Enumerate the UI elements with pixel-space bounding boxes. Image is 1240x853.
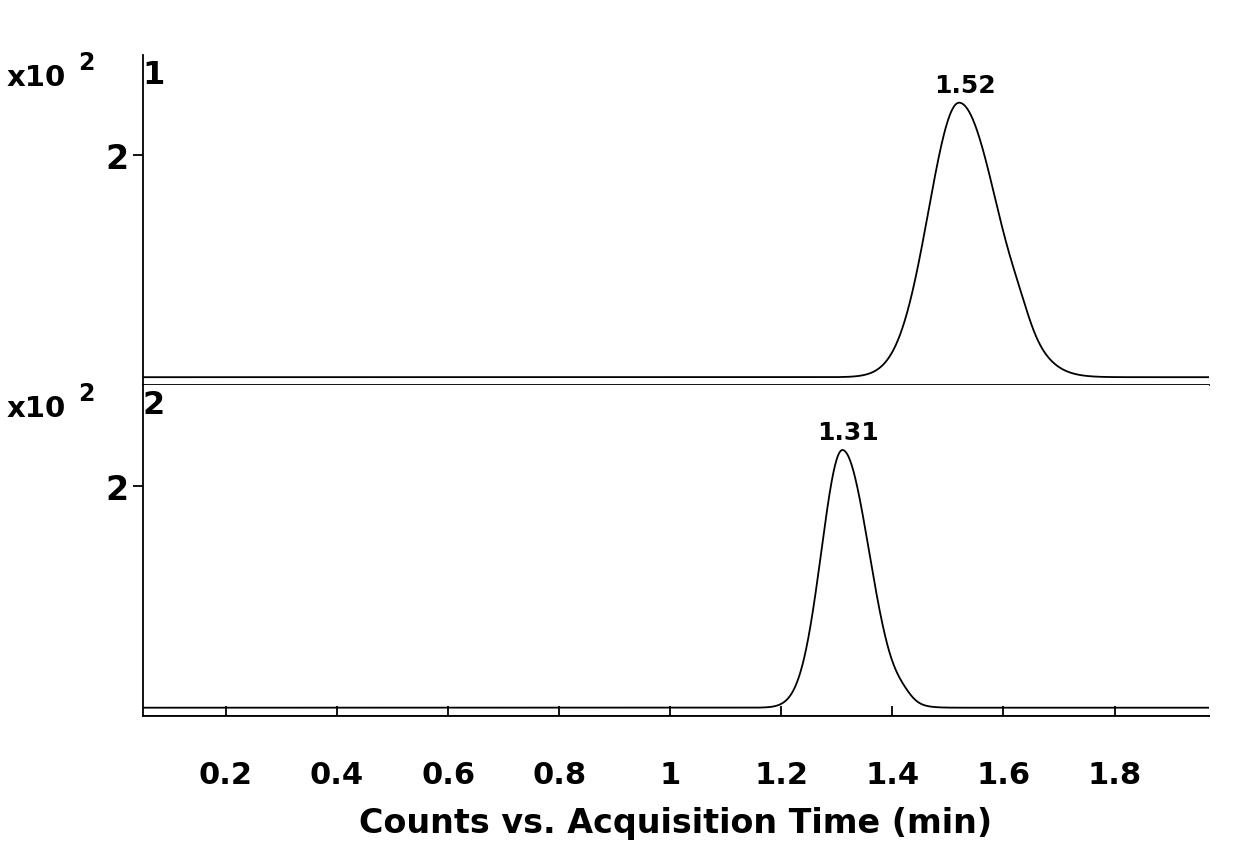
Text: 2: 2 bbox=[143, 390, 165, 421]
Text: 1: 1 bbox=[143, 60, 165, 90]
Text: x10: x10 bbox=[6, 394, 66, 422]
Text: 2: 2 bbox=[78, 51, 94, 75]
Text: 2: 2 bbox=[78, 381, 94, 405]
Text: 1.52: 1.52 bbox=[934, 74, 996, 98]
X-axis label: Counts vs. Acquisition Time (min): Counts vs. Acquisition Time (min) bbox=[360, 806, 992, 838]
Text: 1.31: 1.31 bbox=[817, 421, 879, 445]
Text: x10: x10 bbox=[6, 64, 66, 92]
